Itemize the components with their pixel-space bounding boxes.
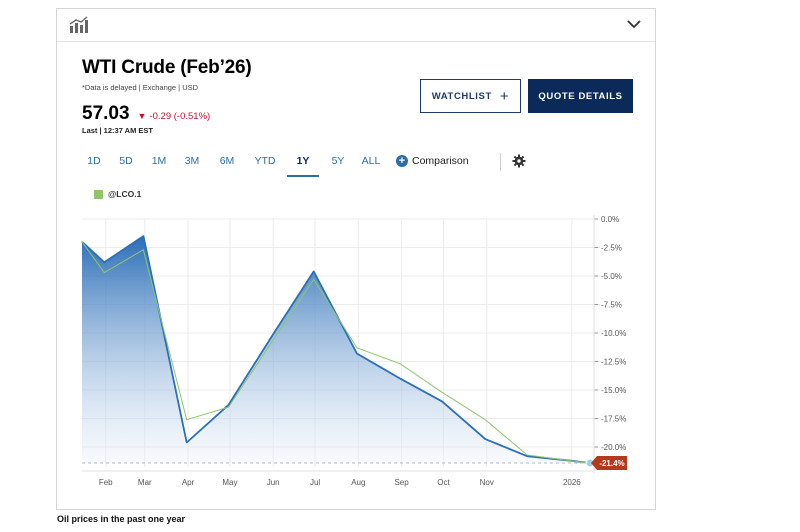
x-tick-label: 2026 (563, 478, 581, 487)
tab-ytd[interactable]: YTD (254, 155, 276, 167)
x-tick-label: Aug (351, 478, 365, 487)
chart-legend: @LCO.1 (94, 189, 141, 199)
chart-area-layer (82, 236, 590, 463)
chevron-down-icon[interactable] (627, 18, 641, 30)
y-tick-label: 0.0% (601, 215, 619, 224)
y-tick-label: -12.5% (601, 358, 626, 367)
y-tick-label: -5.0% (601, 272, 622, 281)
tab-1y[interactable]: 1Y (287, 153, 319, 177)
watchlist-button[interactable]: WATCHLIST + (420, 79, 521, 113)
series-line-lco (81, 241, 591, 464)
card-header-bar (57, 9, 655, 42)
x-tick-label: Sep (394, 478, 409, 487)
legend-swatch (94, 189, 103, 199)
y-tick-label: -2.5% (601, 244, 622, 253)
tab-1d[interactable]: 1D (87, 155, 101, 167)
price-change: ▼ -0.29 (-0.51%) (138, 111, 211, 122)
y-tick-label: -20.0% (601, 443, 626, 452)
x-tick-label: Mar (138, 478, 152, 487)
x-tick-label: Jun (267, 478, 280, 487)
last-updated: Last | 12:37 AM EST (82, 126, 154, 135)
tab-5d[interactable]: 5D (119, 155, 133, 167)
last-value-label: -21.4% (599, 459, 624, 468)
chart-trend-icon[interactable] (69, 16, 89, 34)
data-delay-note: *Data is delayed | Exchange | USD (82, 83, 199, 92)
toolbar-divider (500, 153, 501, 171)
plus-icon: + (499, 87, 510, 105)
price-row: 57.03 ▼ -0.29 (-0.51%) (82, 103, 210, 125)
x-tick-label: Apr (182, 478, 195, 487)
quote-details-label: QUOTE DETAILS (538, 90, 623, 102)
x-tick-label: Nov (480, 478, 494, 487)
comparison-button[interactable]: + Comparison (396, 153, 469, 169)
tab-1m[interactable]: 1M (151, 155, 167, 167)
x-axis: Feb Mar Apr May Jun Jul Aug Sep Oct Nov 2026 (82, 470, 594, 487)
y-tick-label: -17.5% (601, 415, 626, 424)
tab-3m[interactable]: 3M (184, 155, 200, 167)
quote-title: WTI Crude (Feb’26) (82, 57, 252, 78)
x-tick-label: Oct (437, 478, 450, 487)
series-line-main (81, 235, 591, 464)
series-area-fill (82, 236, 590, 463)
y-tick-label: -7.5% (601, 301, 622, 310)
y-tick-label: -15.0% (601, 386, 626, 395)
chart-lines-layer (81, 235, 591, 464)
y-axis: 0.0% -2.5% -5.0% -7.5% -10.0% -12.5% -15.0% -17… (593, 215, 626, 473)
comparison-label: Comparison (412, 155, 469, 167)
down-triangle-icon: ▼ (137, 111, 147, 121)
last-price: 57.03 (82, 103, 130, 124)
price-chart: 0.0% -2.5% -5.0% -7.5% -10.0% -12.5% -15.0% -17… (81, 215, 627, 487)
price-change-value: -0.29 (-0.51%) (149, 111, 211, 122)
x-tick-label: Jul (310, 478, 320, 487)
chart-caption: Oil prices in the past one year (57, 514, 186, 524)
gear-icon[interactable] (512, 154, 526, 168)
quote-card: WTI Crude (Feb’26) *Data is delayed | Ex… (56, 8, 656, 510)
tab-6m[interactable]: 6M (219, 155, 235, 167)
legend-label: @LCO.1 (108, 189, 142, 199)
x-tick-label: May (222, 478, 237, 487)
quote-details-button[interactable]: QUOTE DETAILS (528, 79, 633, 113)
tab-5y[interactable]: 5Y (331, 155, 345, 167)
x-tick-label: Feb (99, 478, 113, 487)
last-value-marker: -21.4% (82, 456, 627, 470)
watchlist-label: WATCHLIST (431, 90, 492, 102)
y-tick-label: -10.0% (601, 329, 626, 338)
plus-circle-icon: + (396, 155, 408, 167)
tab-all[interactable]: ALL (361, 155, 381, 167)
last-value-badge (591, 456, 627, 470)
